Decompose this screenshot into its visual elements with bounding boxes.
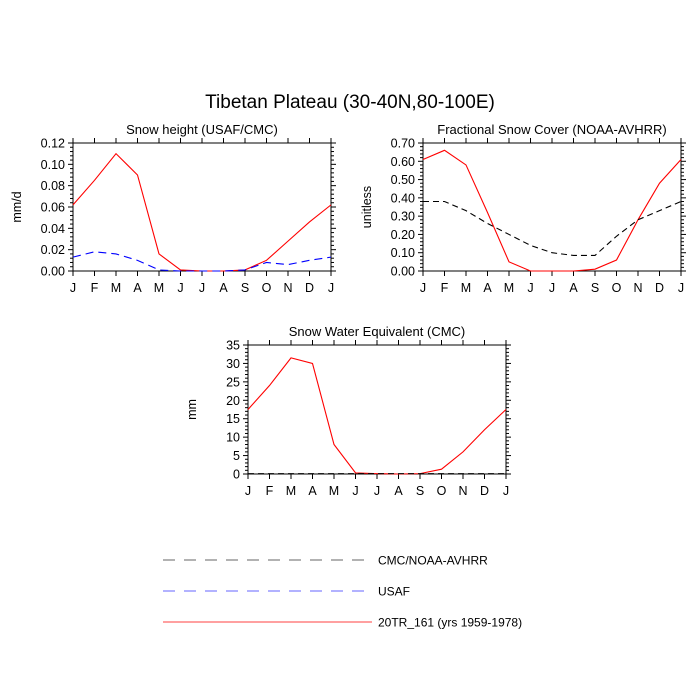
x-tick-label: F	[441, 281, 449, 295]
x-tick-label: S	[416, 484, 424, 498]
y-tick-label: 15	[226, 412, 240, 426]
x-tick-label: J	[245, 484, 251, 498]
x-tick-label: J	[352, 484, 358, 498]
legend-entry-1: CMC/NOAA-AVHRR	[163, 554, 488, 568]
x-tick-label: F	[91, 281, 99, 295]
legend-label: CMC/NOAA-AVHRR	[378, 554, 488, 568]
x-tick-label: J	[420, 281, 426, 295]
x-tick-label: A	[394, 484, 403, 498]
x-tick-label: J	[199, 281, 205, 295]
series-line-2	[72, 251, 332, 272]
x-tick-label: O	[612, 281, 622, 295]
x-tick-label: A	[569, 281, 578, 295]
figure-title: Tibetan Plateau (30-40N,80-100E)	[205, 92, 495, 113]
y-tick-label: 0.00	[41, 265, 65, 279]
y-tick-label: 0.06	[41, 201, 65, 215]
x-tick-label: N	[458, 484, 467, 498]
x-tick-label: F	[266, 484, 274, 498]
y-tick-label: 30	[226, 357, 240, 371]
y-tick-label: 0.30	[391, 210, 415, 224]
series-line-1	[422, 149, 682, 272]
legend-label: 20TR_161 (yrs 1959-1978)	[378, 616, 522, 630]
y-tick-label: 0.50	[391, 173, 415, 187]
x-tick-label: J	[527, 281, 533, 295]
legend: CMC/NOAA-AVHRR USAF 20TR_161 (yrs 1959-197…	[163, 554, 522, 630]
y-tick-label: 0.00	[391, 265, 415, 279]
y-tick-label: 0.20	[391, 228, 415, 242]
y-tick-label: 0.70	[391, 137, 415, 151]
y-tick-label: 0.12	[41, 137, 65, 151]
y-tick-label: 20	[226, 394, 240, 408]
y-axis-label: mm/d	[10, 191, 24, 222]
x-tick-label: J	[503, 484, 509, 498]
y-tick-label: 0.04	[41, 222, 65, 236]
y-tick-label: 0.40	[391, 191, 415, 205]
panel-2: Fractional Snow Cover (NOAA-AVHRR) 0.00 0.…	[360, 122, 686, 295]
series-line-2	[423, 200, 682, 257]
panel-title: Fractional Snow Cover (NOAA-AVHRR)	[437, 122, 666, 137]
x-tick-label: J	[678, 281, 684, 295]
x-tick-label: D	[305, 281, 314, 295]
panels: Snow height (USAF/CMC) 0.00 0.02 0.04 0.06 0.…	[10, 122, 686, 498]
x-tick-label: M	[461, 281, 471, 295]
panel-title: Snow height (USAF/CMC)	[126, 122, 278, 137]
x-tick-label: M	[504, 281, 514, 295]
x-tick-label: N	[633, 281, 642, 295]
x-tick-label: A	[219, 281, 228, 295]
x-tick-label: J	[328, 281, 334, 295]
y-tick-label: 0	[233, 468, 240, 482]
y-tick-label: 25	[226, 375, 240, 389]
y-axis-label: mm	[185, 399, 199, 420]
x-tick-label: M	[286, 484, 296, 498]
x-tick-label: M	[111, 281, 121, 295]
x-tick-label: D	[480, 484, 489, 498]
y-axis-label: unitless	[360, 186, 374, 228]
panel-1: Snow height (USAF/CMC) 0.00 0.02 0.04 0.06 0.…	[10, 122, 336, 295]
panel-title: Snow Water Equivalent (CMC)	[289, 324, 466, 339]
x-tick-label: J	[374, 484, 380, 498]
series-line-1	[247, 357, 507, 475]
x-tick-label: A	[133, 281, 142, 295]
x-tick-label: J	[70, 281, 76, 295]
x-tick-label: J	[177, 281, 183, 295]
y-tick-label: 0.10	[391, 246, 415, 260]
y-tick-label: 5	[233, 449, 240, 463]
plot-frame	[72, 142, 332, 272]
plot-frame	[247, 344, 507, 475]
y-tick-label: 0.60	[391, 155, 415, 169]
x-tick-label: A	[483, 281, 492, 295]
y-tick-label: 0.02	[41, 243, 65, 257]
x-tick-label: D	[655, 281, 664, 295]
x-tick-label: S	[241, 281, 249, 295]
x-tick-label: M	[154, 281, 164, 295]
panel-3: Snow Water Equivalent (CMC) 0 5 10 15 20 25 30 3…	[185, 324, 511, 498]
y-tick-label: 0.08	[41, 179, 65, 193]
legend-entry-3: 20TR_161 (yrs 1959-1978)	[163, 616, 522, 630]
y-tick-label: 0.10	[41, 158, 65, 172]
x-tick-label: O	[262, 281, 272, 295]
x-tick-label: S	[591, 281, 599, 295]
x-tick-label: O	[437, 484, 447, 498]
x-tick-label: A	[308, 484, 317, 498]
y-tick-label: 35	[226, 339, 240, 353]
legend-entry-2: USAF	[163, 585, 410, 599]
x-tick-label: N	[283, 281, 292, 295]
legend-label: USAF	[378, 585, 410, 599]
y-tick-label: 10	[226, 431, 240, 445]
x-tick-label: J	[549, 281, 555, 295]
x-tick-label: M	[329, 484, 339, 498]
